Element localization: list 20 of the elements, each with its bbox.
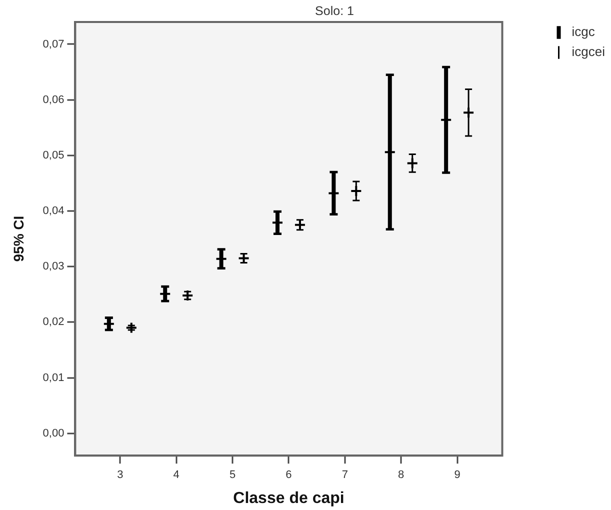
y-tick-label: 0,01 (42, 372, 64, 384)
y-axis-title: 95% CI (10, 216, 26, 262)
y-tick-label: 0,07 (42, 38, 64, 50)
x-tick-label: 6 (286, 469, 292, 482)
y-tick-label: 0,05 (42, 149, 64, 162)
x-tick-label: 4 (173, 469, 180, 482)
y-tick-label: 0,02 (42, 316, 64, 328)
x-tick-label: 7 (342, 469, 348, 482)
x-tick-label: 5 (229, 469, 236, 482)
x-tick-label: 8 (398, 469, 404, 482)
legend-label: icgc (572, 24, 596, 40)
chart-title: Solo: 1 (315, 4, 354, 18)
x-tick-label: 3 (117, 469, 124, 482)
y-tick-label: 0,06 (42, 94, 64, 106)
y-tick-label: 0,03 (42, 260, 64, 273)
legend-label: icgcei (572, 44, 606, 60)
x-tick-label: 9 (454, 469, 460, 482)
x-axis-title: Classe de capi (233, 490, 344, 507)
y-tick-label: 0,00 (42, 427, 64, 440)
y-tick-label: 0,04 (42, 205, 64, 218)
